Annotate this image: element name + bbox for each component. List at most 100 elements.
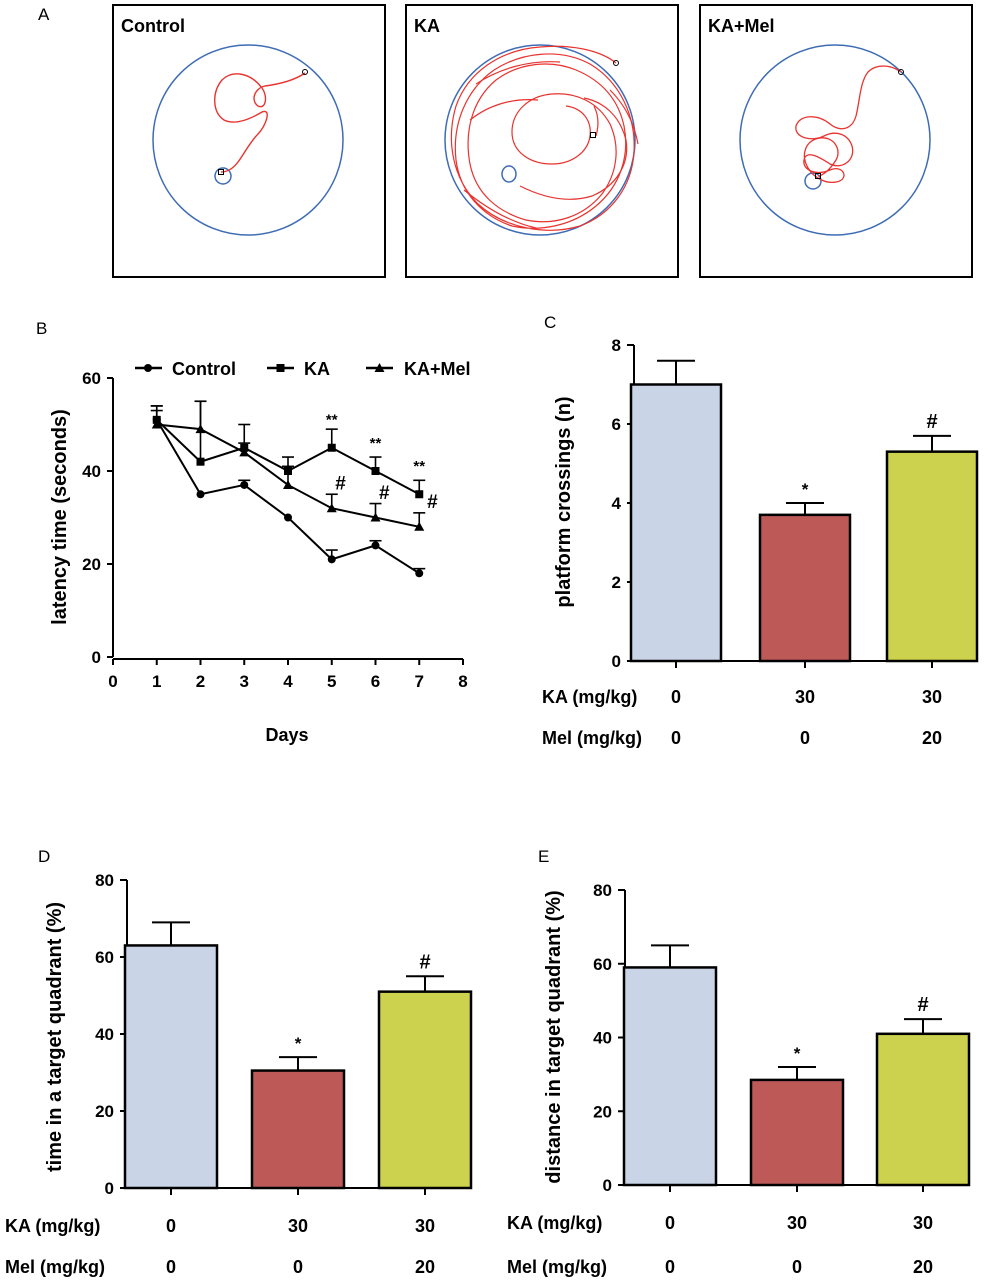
bar-ka (758, 513, 852, 663)
bar-ka-mel (875, 1032, 971, 1187)
maze-frame (112, 4, 386, 278)
start-marker (898, 69, 904, 75)
bar-control (629, 383, 723, 663)
data-point-control (240, 480, 249, 489)
pool-circle (444, 44, 636, 236)
swim-track (450, 45, 635, 231)
maze-ka-mel: KA+Mel (699, 4, 973, 278)
data-point-ka-mel (414, 521, 425, 531)
treatment-row-value: 0 (671, 687, 681, 707)
treatment-row-value: 0 (293, 1257, 303, 1277)
swim-track (214, 72, 306, 173)
significance-marker: # (427, 492, 438, 513)
data-point-ka-mel (239, 447, 250, 457)
significance-marker: # (926, 411, 937, 433)
x-tick-label: 8 (458, 672, 467, 691)
data-point-control (371, 541, 380, 550)
pool-circle (739, 44, 931, 236)
significance-marker: ** (413, 458, 425, 475)
start-marker (302, 69, 308, 75)
y-axis-title: latency time (seconds) (49, 409, 71, 625)
platform-crossings-bar-chart: platform crossings (n) 0 2 4 6 8 * # KA (mg/kg)… (542, 336, 979, 748)
bar-ka-mel (885, 450, 979, 663)
platform-circle (804, 172, 822, 190)
maze-frame (699, 4, 973, 278)
data-point-ka-mel (326, 503, 337, 513)
y-tick-label: 0 (92, 648, 101, 667)
bar-control (622, 966, 718, 1187)
treatment-row-value: 0 (665, 1257, 675, 1277)
y-tick-label: 60 (82, 369, 101, 388)
legend-marker-ka (276, 364, 285, 372)
treatment-row-value: 30 (922, 687, 942, 707)
data-point-control (284, 513, 292, 522)
maze-label-control: Control (121, 16, 185, 36)
platform-circle (214, 167, 232, 185)
maze-ka: KA (405, 4, 679, 278)
distance-in-target-bar-chart: distance in target quadrant (%) 0 20 40 60 8… (507, 881, 971, 1277)
data-point-ka-mel (370, 512, 381, 522)
treatment-row-label: Mel (mg/kg) (5, 1257, 105, 1277)
y-tick-label: 6 (612, 415, 621, 434)
x-tick-label: 3 (240, 672, 249, 691)
data-point-ka (415, 490, 424, 499)
data-point-ka (371, 467, 380, 475)
x-axis-title: Days (265, 725, 308, 745)
y-tick-label: 4 (612, 494, 622, 513)
panel-letter-c: C (544, 313, 556, 332)
bar-control (123, 944, 219, 1190)
treatment-row-label: Mel (mg/kg) (542, 728, 642, 748)
data-point-control (327, 555, 336, 564)
y-tick-label: 40 (95, 1025, 114, 1044)
panel-letter-d: D (38, 847, 50, 866)
significance-marker: * (802, 480, 809, 499)
platform-circle (501, 165, 517, 183)
treatment-row-value: 30 (288, 1216, 308, 1236)
data-point-ka-mel (283, 479, 293, 489)
y-tick-label: 8 (612, 336, 621, 355)
treatment-row-label: Mel (mg/kg) (507, 1257, 607, 1277)
maze-control: Control (112, 4, 386, 278)
y-tick-label: 80 (95, 871, 114, 890)
maze-frame (405, 4, 679, 278)
swim-track (463, 61, 639, 229)
maze-label-ka: KA (414, 16, 440, 36)
data-point-ka (196, 457, 205, 466)
treatment-row-value: 30 (795, 687, 815, 707)
pool-circle (152, 44, 344, 236)
panel-letter-b: B (36, 319, 47, 338)
treatment-row-value: 0 (166, 1257, 176, 1277)
swim-track (467, 63, 617, 223)
treatment-row-value: 0 (665, 1213, 675, 1233)
swim-track (795, 65, 902, 184)
data-point-ka-mel (151, 419, 162, 429)
legend-marker-control (144, 364, 152, 372)
y-tick-label: 2 (612, 573, 621, 592)
treatment-row-label: KA (mg/kg) (542, 687, 637, 707)
significance-marker: # (419, 951, 430, 973)
bar-ka (250, 1069, 346, 1190)
data-point-ka (327, 443, 336, 452)
x-tick-label: 6 (371, 672, 380, 691)
treatment-row-value: 30 (415, 1216, 435, 1236)
y-tick-label: 40 (593, 1029, 612, 1048)
x-tick-label: 0 (108, 672, 117, 691)
y-tick-label: 60 (95, 948, 114, 967)
y-tick-label: 0 (105, 1179, 114, 1198)
data-point-ka-mel (195, 424, 206, 434)
treatment-row-value: 20 (913, 1257, 933, 1277)
chart-series (150, 400, 426, 578)
legend-marker-ka-mel (374, 363, 385, 372)
y-tick-label: 20 (95, 1102, 114, 1121)
treatment-row-value: 0 (792, 1257, 802, 1277)
treatment-row-value: 30 (787, 1213, 807, 1233)
end-marker (590, 132, 596, 138)
end-marker (815, 173, 821, 179)
treatment-row-value: 30 (913, 1213, 933, 1233)
x-tick-label: 4 (283, 672, 293, 691)
y-axis-title: time in a target quadrant (%) (44, 902, 66, 1172)
x-tick-label: 1 (152, 672, 161, 691)
end-marker (218, 169, 224, 175)
